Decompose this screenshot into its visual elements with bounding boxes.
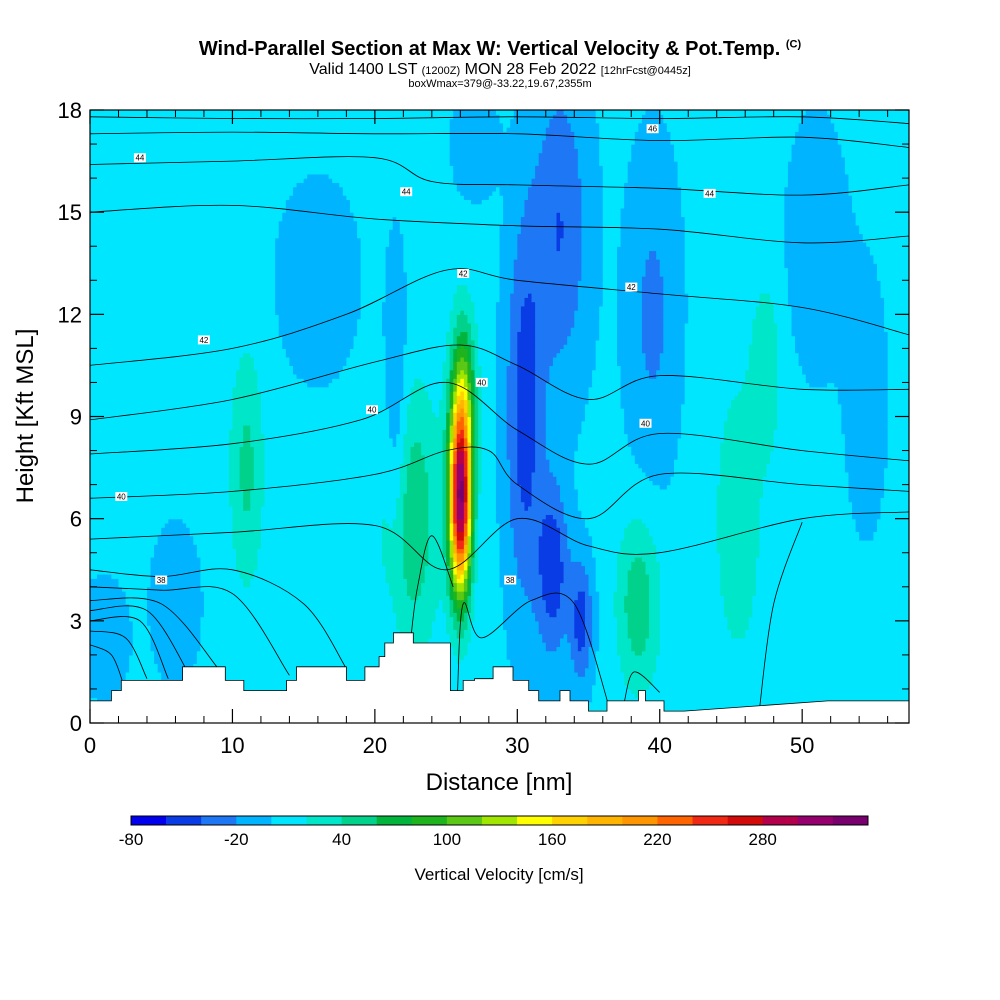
y-tick-label: 3	[70, 609, 82, 634]
y-tick-label: 18	[58, 98, 82, 123]
theta-contour-line	[759, 521, 803, 710]
colorbar-tick-label: 40	[332, 830, 351, 849]
terrain	[89, 632, 910, 724]
theta-contour-line	[90, 644, 124, 683]
colorbar-swatch	[131, 816, 167, 825]
y-tick-label: 12	[58, 302, 82, 327]
colorbar-swatch	[552, 816, 588, 825]
colorbar-swatch	[166, 816, 202, 825]
contour-label: 46	[646, 124, 659, 134]
colorbar-swatch	[622, 816, 658, 825]
colorbar-tick-label: -80	[119, 830, 144, 849]
theta-contour-line	[410, 535, 454, 642]
colorbar-swatch	[587, 816, 623, 825]
x-tick-label: 0	[84, 733, 96, 758]
theta-contour-line	[90, 131, 909, 148]
theta-contour-line	[90, 605, 191, 676]
y-tick-label: 6	[70, 507, 82, 532]
colorbar-tick-labels: -80 -20 40 100 160 220 280	[119, 830, 777, 849]
theta-contour-line	[90, 616, 169, 679]
contour-label: 42	[457, 269, 470, 279]
colorbar-swatch	[236, 816, 272, 825]
chart-box-info: boxWmax=379@-33.22,19.67,2355m	[0, 78, 1000, 90]
contour-label: 42	[625, 282, 638, 292]
y-tick-label: 0	[70, 711, 82, 736]
colorbar-swatch	[306, 816, 342, 825]
x-tick-label: 20	[363, 733, 387, 758]
colorbar-swatch	[762, 816, 799, 825]
y-axis-ticks: 0 3 6 9 12 15 18	[58, 98, 909, 736]
chart-title: Wind-Parallel Section at Max W: Vertical…	[0, 38, 1000, 61]
colorbar-swatch	[376, 816, 413, 825]
contour-label: 38	[155, 575, 168, 585]
theta-contour-line	[623, 671, 660, 703]
colorbar	[130, 815, 869, 826]
colorbar-swatch	[341, 816, 377, 825]
theta-contour-line	[90, 568, 347, 669]
contour-label: 40	[115, 492, 128, 502]
theta-contour-line	[90, 204, 909, 244]
colorbar-swatch	[446, 816, 483, 825]
colorbar-tick-label: 280	[749, 830, 777, 849]
colorbar-swatch	[657, 816, 693, 825]
theta-contour-line	[90, 586, 290, 676]
theta-contour-line	[457, 592, 611, 710]
theta-contour-line	[90, 630, 148, 679]
colorbar-tick-label: 220	[643, 830, 671, 849]
colorbar-swatch	[692, 816, 728, 825]
y-tick-label: 9	[70, 405, 82, 430]
theta-contour-line	[90, 446, 909, 520]
colorbar-tick-label: 160	[538, 830, 566, 849]
colorbar-swatch	[481, 816, 518, 825]
theta-contour-line	[90, 156, 909, 196]
x-tick-label: 10	[220, 733, 244, 758]
contour-label: 42	[197, 335, 210, 345]
theta-contour-line	[90, 344, 909, 421]
colorbar-tick-label: -20	[224, 830, 249, 849]
y-tick-label: 15	[58, 200, 82, 225]
contour-label: 44	[400, 187, 413, 197]
contour-labels: 46 44 44 44 42 42 42 40 40 40 40 38 38	[115, 124, 716, 585]
colorbar-swatch	[201, 816, 237, 825]
theta-contour-line	[90, 381, 909, 465]
contour-label: 38	[504, 575, 517, 585]
x-tick-label: 40	[647, 733, 671, 758]
contour-label: 44	[133, 153, 146, 163]
x-tick-label: 30	[505, 733, 529, 758]
theta-contour-line	[90, 268, 909, 366]
colorbar-swatch	[832, 816, 869, 825]
contour-label: 40	[475, 377, 488, 387]
x-axis-ticks: 0 10 20 30 40 50	[84, 110, 889, 758]
colorbar-swatch	[797, 816, 834, 825]
theta-contour-line	[90, 511, 909, 571]
x-axis-title: Distance [nm]	[426, 769, 573, 796]
colorbar-swatch	[517, 816, 553, 825]
y-axis-title: Height [Kft MSL]	[12, 329, 39, 504]
contour-label: 40	[639, 418, 652, 428]
terrain-mask	[89, 632, 910, 724]
colorbar-title: Vertical Velocity [cm/s]	[414, 865, 583, 884]
x-tick-label: 50	[790, 733, 814, 758]
colorbar-tick-label: 100	[433, 830, 461, 849]
contour-label: 44	[703, 188, 716, 198]
chart-subtitle: Valid 1400 LST (1200Z) MON 28 Feb 2022 […	[0, 61, 1000, 79]
colorbar-swatch	[727, 816, 764, 825]
colorbar-swatch	[411, 816, 448, 825]
contour-label: 40	[366, 405, 378, 415]
theta-contour-line	[90, 597, 219, 669]
colorbar-swatch	[271, 816, 307, 825]
